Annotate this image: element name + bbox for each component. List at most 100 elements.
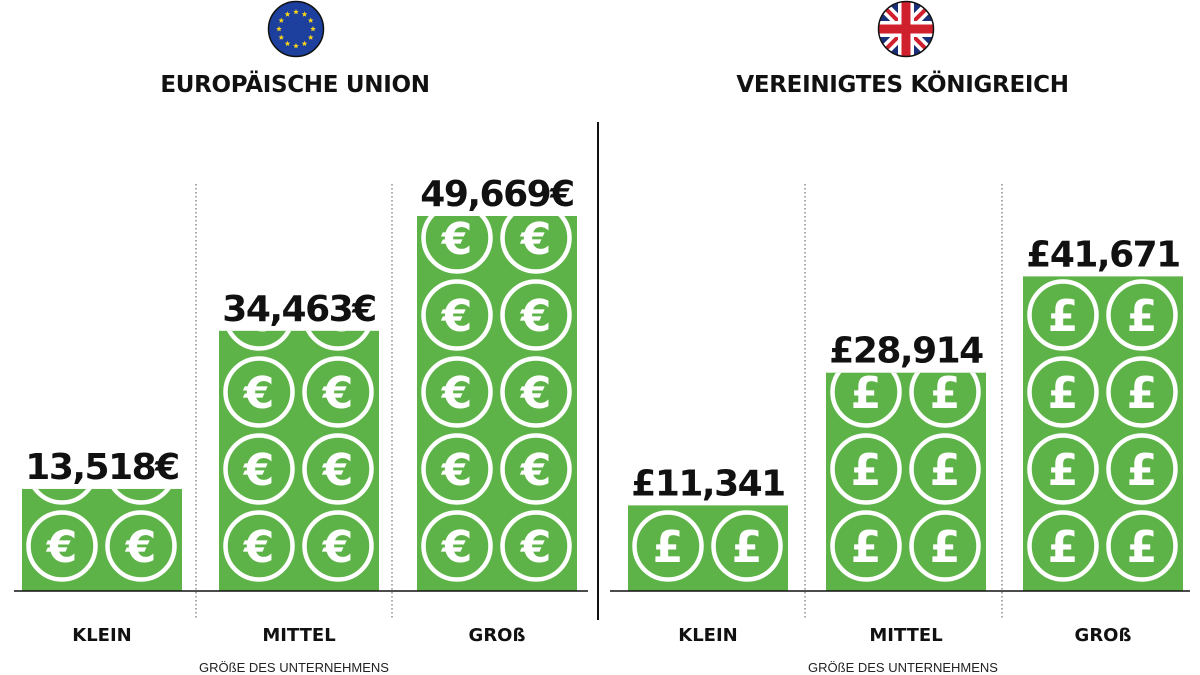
- eu-star: [276, 26, 282, 32]
- euro-coin-icon: €: [302, 433, 374, 505]
- svg-text:£: £: [1048, 445, 1079, 496]
- euro-coin-icon: €: [223, 356, 295, 428]
- pound-coin-icon: £: [1027, 433, 1099, 505]
- svg-text:£: £: [653, 522, 684, 573]
- euro-coin-icon: €: [500, 510, 572, 582]
- svg-text:€: €: [520, 291, 552, 342]
- euro-coin-icon: €: [421, 433, 493, 505]
- svg-text:€: €: [441, 368, 473, 419]
- eu-star: [310, 26, 316, 32]
- euro-coin-icon: €: [421, 510, 493, 582]
- pound-coin-icon: £: [1106, 279, 1178, 351]
- bar-klein: £ £: [628, 505, 788, 591]
- euro-coin-icon: €: [111, 445, 171, 505]
- pound-coin-icon: £: [1106, 356, 1178, 428]
- euro-coin-icon: €: [305, 291, 371, 351]
- svg-text:£: £: [1127, 368, 1158, 419]
- pound-coin-icon: £: [1027, 279, 1099, 351]
- euro-coin-icon: €: [223, 433, 295, 505]
- pound-coin-icon: £: [1106, 433, 1178, 505]
- svg-text:€: €: [125, 445, 157, 496]
- eu-star: [284, 40, 291, 47]
- coin-stack: £ £ £ £ £ £: [830, 368, 981, 582]
- value-label: 34,463€: [222, 289, 375, 330]
- bar-mittel: £ £ £ £ £ £: [826, 368, 986, 591]
- svg-text:€: €: [322, 291, 354, 342]
- value-label: £11,341: [631, 463, 784, 504]
- category-label: GROß: [469, 625, 526, 646]
- eu-star: [293, 43, 299, 49]
- svg-text:€: €: [441, 214, 473, 265]
- pound-coin-icon: £: [830, 433, 902, 505]
- euro-coin-icon: €: [223, 510, 295, 582]
- bar-rect: [417, 216, 577, 591]
- euro-coin-icon: €: [421, 214, 493, 274]
- x-axis-label: GRÖßE DES UNTERNEHMENS: [808, 660, 998, 675]
- svg-text:€: €: [125, 522, 157, 573]
- svg-text:€: €: [520, 445, 552, 496]
- eu-star: [293, 9, 299, 15]
- coin-stack: £ £ £ £ £ £ £ £: [1027, 279, 1178, 582]
- euro-coin-icon: €: [421, 279, 493, 351]
- pound-coin-icon: £: [1106, 510, 1178, 582]
- euro-coin-icon: €: [26, 510, 98, 582]
- svg-text:€: €: [243, 291, 275, 342]
- eu-star: [307, 17, 314, 23]
- eu-star: [307, 34, 314, 40]
- pound-coin-icon: £: [909, 510, 981, 582]
- coin-stack: € € € €: [26, 445, 177, 582]
- svg-text:€: €: [441, 445, 473, 496]
- eu-flag-icon: [267, 0, 325, 58]
- svg-text:£: £: [1127, 445, 1158, 496]
- svg-text:€: €: [243, 368, 275, 419]
- category-label: KLEIN: [678, 625, 737, 646]
- eu-star: [278, 17, 285, 23]
- svg-text:€: €: [322, 522, 354, 573]
- svg-text:€: €: [520, 368, 552, 419]
- value-label: 13,518€: [25, 447, 178, 488]
- euro-coin-icon: €: [500, 279, 572, 351]
- category-label: MITTEL: [869, 625, 942, 646]
- svg-text:£: £: [1127, 522, 1158, 573]
- coin-stack: € € € € € € € €: [223, 291, 374, 582]
- euro-coin-icon: €: [500, 433, 572, 505]
- svg-text:€: €: [243, 445, 275, 496]
- euro-coin-icon: €: [302, 356, 374, 428]
- euro-coin-icon: €: [500, 356, 572, 428]
- pound-coin-icon: £: [830, 368, 902, 428]
- euro-coin-icon: €: [500, 216, 572, 274]
- bar-rect: [826, 372, 986, 591]
- euro-coin-icon: €: [105, 510, 177, 582]
- svg-text:£: £: [1048, 368, 1079, 419]
- value-label: 49,669€: [420, 174, 573, 215]
- eu-star: [301, 40, 308, 47]
- x-axis-label: GRÖßE DES UNTERNEHMENS: [199, 660, 389, 675]
- svg-text:£: £: [851, 522, 882, 573]
- svg-text:£: £: [930, 522, 961, 573]
- svg-text:£: £: [930, 445, 961, 496]
- panel-title-eu: EUROPÄISCHE UNION: [160, 72, 430, 98]
- svg-text:€: €: [243, 522, 275, 573]
- value-label: £41,671: [1026, 234, 1179, 275]
- category-label: GROß: [1075, 625, 1132, 646]
- svg-text:£: £: [930, 368, 961, 419]
- svg-text:€: €: [46, 445, 78, 496]
- chart-panel-eu: € €€ €13,518€KLEIN€ €€ €€ €€ €34,463€MITTEL€ €€…: [14, 174, 588, 675]
- svg-text:€: €: [322, 445, 354, 496]
- svg-text:£: £: [851, 368, 882, 419]
- coin-stack: € € € € € € € € € €: [421, 214, 572, 582]
- pound-coin-icon: £: [830, 510, 902, 582]
- bar-klein: € € € €: [22, 445, 182, 591]
- svg-text:€: €: [46, 522, 78, 573]
- uk-flag-icon: [877, 0, 935, 58]
- svg-text:£: £: [1048, 522, 1079, 573]
- euro-coin-icon: €: [421, 356, 493, 428]
- category-label: MITTEL: [262, 625, 335, 646]
- svg-text:€: €: [520, 522, 552, 573]
- pound-coin-icon: £: [632, 510, 704, 582]
- bar-mittel: € € € € € € € €: [219, 291, 379, 591]
- eu-star: [278, 34, 285, 40]
- coin-stack: £ £: [632, 510, 783, 582]
